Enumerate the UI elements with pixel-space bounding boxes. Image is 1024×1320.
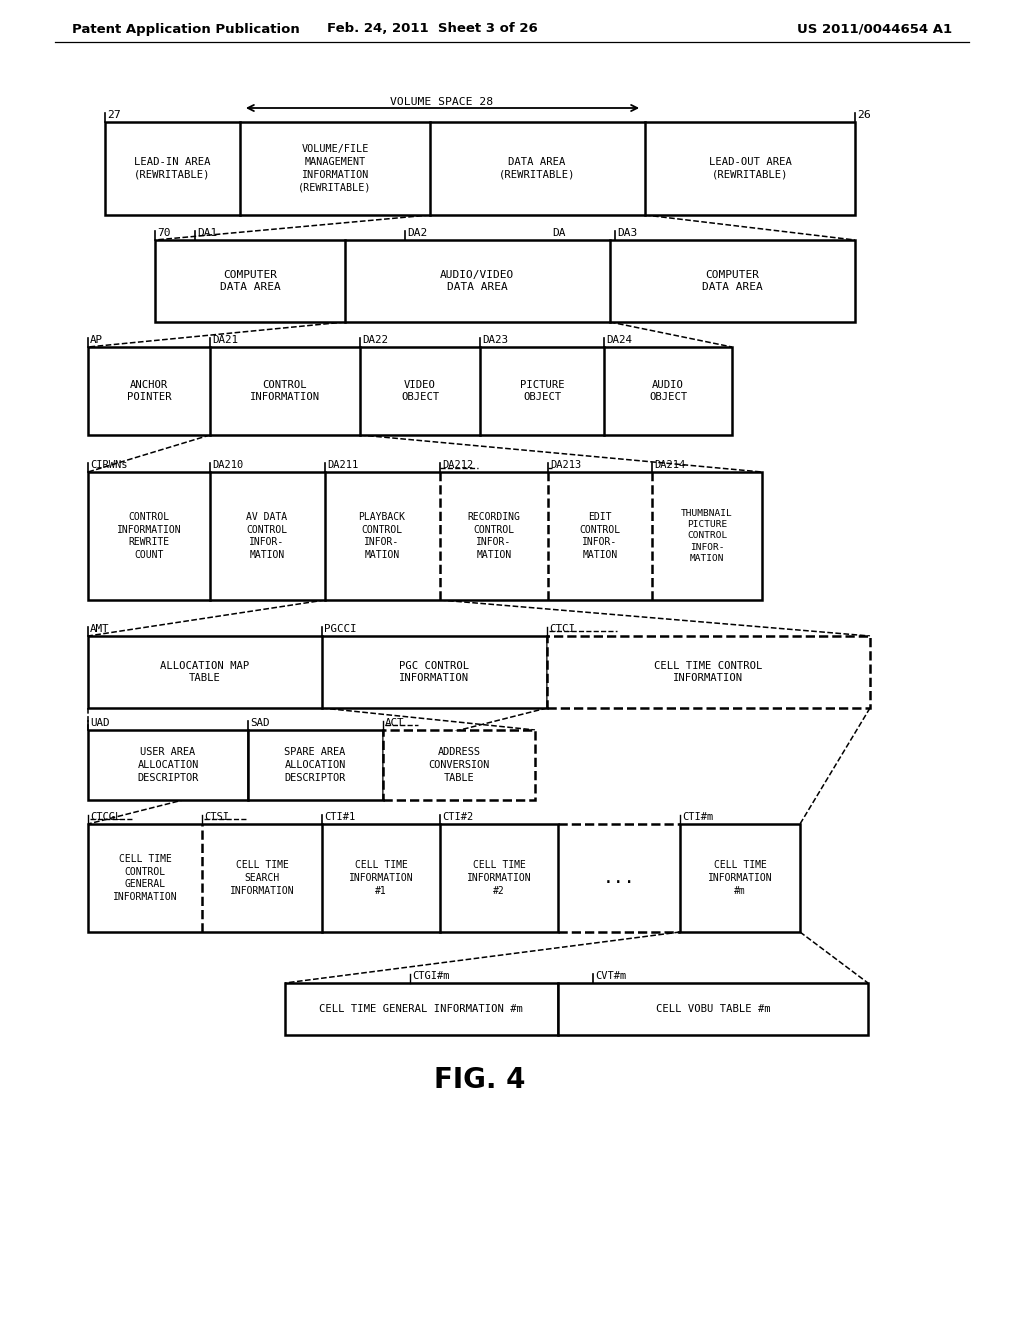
Bar (383, 730, 535, 800)
Bar (88, 636, 547, 708)
Text: AMT: AMT (90, 624, 110, 634)
Text: DA1: DA1 (197, 228, 217, 238)
Text: PICTURE
OBJECT: PICTURE OBJECT (520, 380, 564, 403)
Bar (88, 347, 732, 436)
Text: US 2011/0044654 A1: US 2011/0044654 A1 (797, 22, 952, 36)
Bar (547, 636, 870, 708)
Bar (285, 983, 558, 1035)
Text: DA24: DA24 (606, 335, 632, 345)
Bar (558, 983, 868, 1035)
Text: THUMBNAIL
PICTURE
CONTROL
INFOR-
MATION: THUMBNAIL PICTURE CONTROL INFOR- MATION (681, 508, 733, 564)
Text: DA213: DA213 (550, 459, 582, 470)
Text: DA23: DA23 (482, 335, 508, 345)
Text: RECORDING
CONTROL
INFOR-
MATION: RECORDING CONTROL INFOR- MATION (468, 512, 520, 560)
Text: CELL TIME
SEARCH
INFORMATION: CELL TIME SEARCH INFORMATION (229, 861, 294, 896)
Bar (680, 824, 800, 932)
Text: ANCHOR
POINTER: ANCHOR POINTER (127, 380, 171, 403)
Text: CTSI: CTSI (204, 812, 229, 822)
Text: UAD: UAD (90, 718, 110, 729)
Text: DA21: DA21 (212, 335, 238, 345)
Text: VOLUME SPACE 28: VOLUME SPACE 28 (390, 96, 494, 107)
Text: PGCCI: PGCCI (324, 624, 356, 634)
Text: VOLUME/FILE
MANAGEMENT
INFORMATION
(REWRITABLE): VOLUME/FILE MANAGEMENT INFORMATION (REWR… (298, 144, 372, 193)
Text: CTI#m: CTI#m (682, 812, 714, 822)
Text: PGC CONTROL
INFORMATION: PGC CONTROL INFORMATION (399, 660, 469, 684)
Text: SAD: SAD (250, 718, 269, 729)
Text: CELL TIME GENERAL INFORMATION #m: CELL TIME GENERAL INFORMATION #m (319, 1005, 523, 1014)
Text: AP: AP (90, 335, 103, 345)
Text: LEAD-OUT AREA
(REWRITABLE): LEAD-OUT AREA (REWRITABLE) (709, 157, 792, 180)
Text: VIDEO
OBJECT: VIDEO OBJECT (400, 380, 439, 403)
Text: AUDIO/VIDEO
DATA AREA: AUDIO/VIDEO DATA AREA (440, 269, 514, 293)
Text: CIRWNs: CIRWNs (90, 459, 128, 470)
Text: Patent Application Publication: Patent Application Publication (72, 22, 300, 36)
Bar (248, 730, 383, 800)
Text: USER AREA
ALLOCATION
DESCRIPTOR: USER AREA ALLOCATION DESCRIPTOR (137, 747, 199, 783)
Text: CTI#2: CTI#2 (442, 812, 473, 822)
Text: 70: 70 (157, 228, 171, 238)
Text: CTCGL: CTCGL (90, 812, 121, 822)
Text: ACT: ACT (385, 718, 404, 729)
Text: CELL TIME CONTROL
INFORMATION: CELL TIME CONTROL INFORMATION (653, 660, 762, 684)
Text: DA214: DA214 (654, 459, 685, 470)
Text: ALLOCATION MAP
TABLE: ALLOCATION MAP TABLE (161, 660, 250, 684)
Text: CELL TIME
INFORMATION
#m: CELL TIME INFORMATION #m (708, 861, 772, 896)
Text: Feb. 24, 2011  Sheet 3 of 26: Feb. 24, 2011 Sheet 3 of 26 (327, 22, 538, 36)
Bar (155, 240, 855, 322)
Text: AV DATA
CONTROL
INFOR-
MATION: AV DATA CONTROL INFOR- MATION (247, 512, 288, 560)
Text: EDIT
CONTROL
INFOR-
MATION: EDIT CONTROL INFOR- MATION (580, 512, 621, 560)
Text: LEAD-IN AREA
(REWRITABLE): LEAD-IN AREA (REWRITABLE) (134, 157, 210, 180)
Text: DA2: DA2 (407, 228, 427, 238)
Text: DA211: DA211 (327, 459, 358, 470)
Text: DA: DA (552, 228, 565, 238)
Text: 26: 26 (857, 110, 870, 120)
Text: CTI#1: CTI#1 (324, 812, 355, 822)
Bar (88, 730, 248, 800)
Text: 27: 27 (106, 110, 121, 120)
Text: ...: ... (603, 869, 635, 887)
Text: CONTROL
INFORMATION
REWRITE
COUNT: CONTROL INFORMATION REWRITE COUNT (117, 512, 181, 560)
Text: DATA AREA
(REWRITABLE): DATA AREA (REWRITABLE) (499, 157, 575, 180)
Text: CELL TIME
CONTROL
GENERAL
INFORMATION: CELL TIME CONTROL GENERAL INFORMATION (113, 854, 177, 902)
Text: DA210: DA210 (212, 459, 244, 470)
Text: DA212: DA212 (442, 459, 473, 470)
Text: ADDRESS
CONVERSION
TABLE: ADDRESS CONVERSION TABLE (428, 747, 489, 783)
Text: COMPUTER
DATA AREA: COMPUTER DATA AREA (701, 269, 763, 293)
Bar (88, 473, 762, 601)
Text: CELL TIME
INFORMATION
#1: CELL TIME INFORMATION #1 (349, 861, 414, 896)
Bar (105, 121, 855, 215)
Text: DA22: DA22 (362, 335, 388, 345)
Text: AUDIO
OBJECT: AUDIO OBJECT (649, 380, 687, 403)
Text: CELL VOBU TABLE #m: CELL VOBU TABLE #m (655, 1005, 770, 1014)
Bar (88, 824, 558, 932)
Text: COMPUTER
DATA AREA: COMPUTER DATA AREA (219, 269, 281, 293)
Text: CONTROL
INFORMATION: CONTROL INFORMATION (250, 380, 321, 403)
Text: CELL TIME
INFORMATION
#2: CELL TIME INFORMATION #2 (467, 861, 531, 896)
Text: PLAYBACK
CONTROL
INFOR-
MATION: PLAYBACK CONTROL INFOR- MATION (358, 512, 406, 560)
Text: DA3: DA3 (617, 228, 637, 238)
Text: CVT#m: CVT#m (595, 972, 627, 981)
Text: CTCI: CTCI (549, 624, 575, 634)
Text: CTGI#m: CTGI#m (412, 972, 450, 981)
Text: FIG. 4: FIG. 4 (434, 1067, 525, 1094)
Text: SPARE AREA
ALLOCATION
DESCRIPTOR: SPARE AREA ALLOCATION DESCRIPTOR (285, 747, 346, 783)
